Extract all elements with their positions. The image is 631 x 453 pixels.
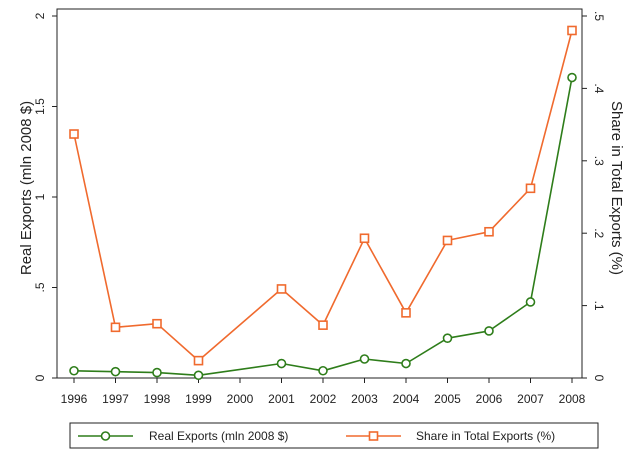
x-tick-label: 2004: [393, 392, 420, 406]
right-y-tick-label: .4: [592, 83, 606, 93]
left-y-axis: 0 .5 1 1.5 2: [33, 12, 57, 381]
data-point-share-exports: [567, 25, 577, 36]
data-point-real-exports: [484, 326, 494, 336]
right-y-axis: 0 .1 .2 .3 .4 .5: [582, 11, 606, 382]
legend-item-real-exports: Real Exports (mln 2008 $): [78, 429, 288, 443]
right-y-tick-label: .5: [592, 11, 606, 21]
data-point-real-exports: [442, 333, 453, 343]
left-y-tick-label: 2: [33, 12, 47, 19]
x-tick-label: 2008: [559, 392, 586, 406]
data-point-share-exports: [525, 183, 536, 194]
data-point-share-exports: [442, 235, 453, 246]
left-y-tick-label: 1: [33, 193, 47, 200]
data-point-real-exports: [152, 367, 162, 378]
x-tick-label: 1998: [144, 392, 171, 406]
plot-area: [56, 8, 583, 379]
legend-box: [69, 422, 599, 449]
data-point-share-exports: [276, 284, 287, 294]
series-line-share-exports: [73, 30, 573, 362]
x-tick-label: 2000: [227, 392, 254, 406]
legend-label-real-exports: Real Exports (mln 2008 $): [149, 429, 288, 443]
right-y-tick-label: .3: [592, 156, 606, 166]
data-point-share-exports: [484, 226, 494, 237]
series-line-real-exports: [73, 77, 573, 377]
data-point-share-exports: [110, 322, 121, 333]
data-point-real-exports: [567, 72, 577, 83]
data-point-share-exports: [193, 355, 204, 366]
data-point-share-exports: [359, 233, 370, 244]
x-tick-label: 2006: [476, 392, 503, 406]
data-point-real-exports: [318, 365, 328, 376]
data-point-real-exports: [110, 366, 121, 377]
x-tick-label: 2007: [517, 392, 544, 406]
data-point-share-exports: [401, 308, 411, 318]
x-tick-label: 1997: [102, 392, 129, 406]
right-y-tick-label: .1: [592, 301, 606, 311]
x-tick-label: 2002: [310, 392, 337, 406]
data-point-real-exports: [69, 365, 79, 376]
right-y-tick-label: 0: [592, 375, 606, 382]
data-point-share-exports: [318, 320, 328, 330]
data-point-real-exports: [276, 358, 287, 369]
legend-marker-real-exports: [100, 431, 111, 441]
left-y-axis-title: Real Exports (mln 2008 $): [18, 101, 35, 275]
data-point-real-exports: [359, 354, 370, 364]
x-axis: 1996 1997 1998 1999 2000 2001 2002 2003 2004 2005…: [61, 378, 586, 406]
left-y-tick-label: 0: [33, 374, 47, 381]
x-tick-label: 2001: [268, 392, 295, 406]
right-y-tick-label: .2: [592, 228, 606, 238]
data-point-real-exports: [193, 370, 204, 381]
data-point-share-exports: [152, 318, 162, 329]
data-point-real-exports: [525, 297, 536, 307]
legend-item-share-exports: Share in Total Exports (%): [346, 429, 555, 443]
data-point-share-exports: [69, 129, 79, 139]
left-y-tick-label: .5: [33, 282, 47, 292]
plot-border: [56, 8, 583, 379]
left-y-tick-label: 1.5: [33, 98, 47, 115]
right-y-axis-title: Share in Total Exports (%): [608, 101, 625, 275]
x-tick-label: 2005: [434, 392, 461, 406]
x-tick-label: 1999: [185, 392, 212, 406]
legend-marker-share-exports: [368, 431, 379, 441]
series-layer: [69, 25, 577, 381]
x-tick-label: 2003: [351, 392, 378, 406]
legend: Real Exports (mln 2008 $) Share in Total…: [69, 422, 599, 449]
legend-label-share-exports: Share in Total Exports (%): [416, 429, 555, 443]
x-tick-label: 1996: [61, 392, 88, 406]
data-point-real-exports: [401, 358, 411, 369]
